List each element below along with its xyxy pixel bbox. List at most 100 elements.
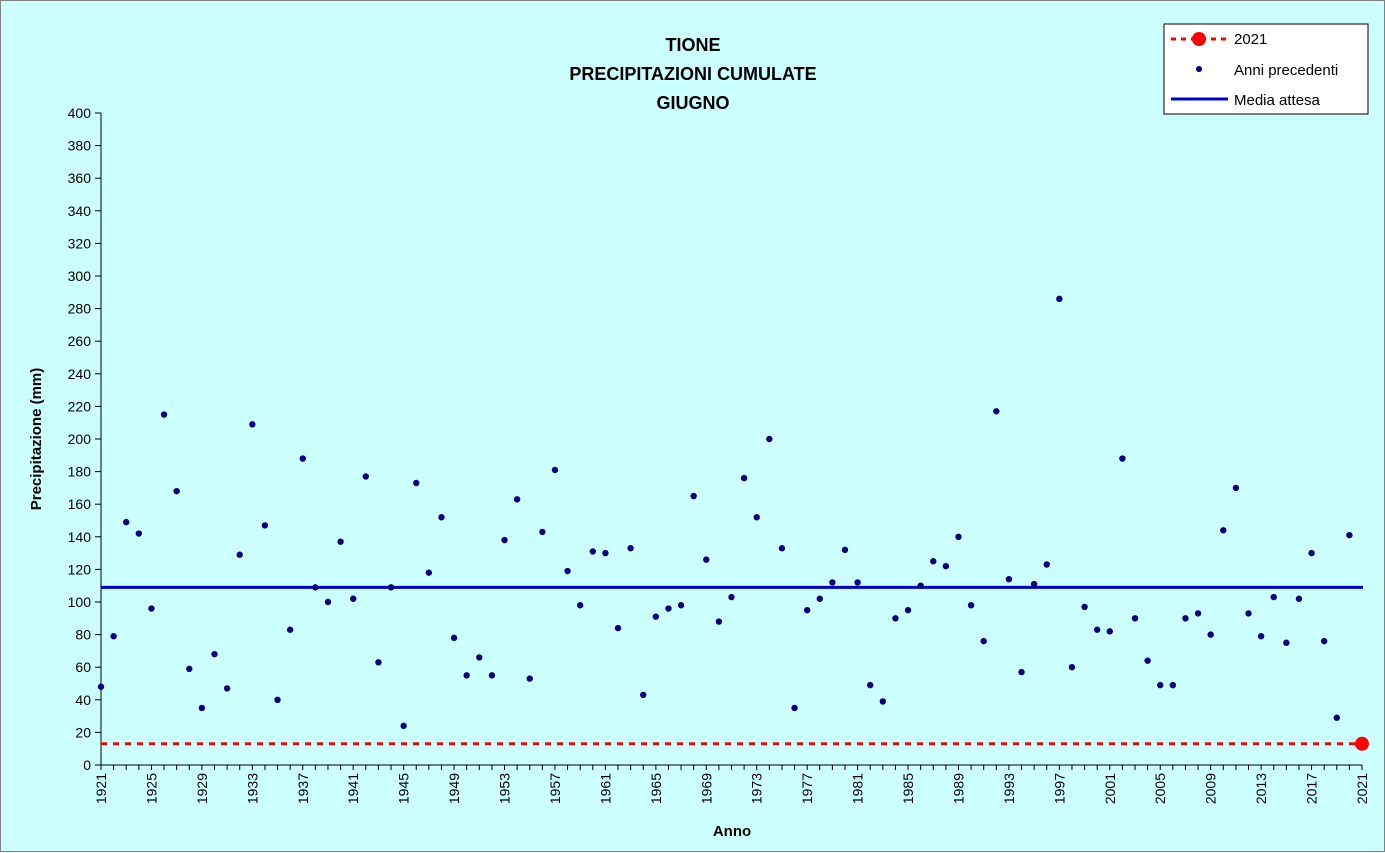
x-tick-label: 1977 — [799, 773, 815, 804]
y-tick-label: 20 — [75, 724, 91, 740]
data-point — [539, 528, 546, 536]
y-tick-label: 340 — [68, 203, 92, 219]
data-point — [1308, 549, 1315, 557]
y-tick-label: 320 — [68, 235, 92, 251]
x-tick-label: 1941 — [345, 773, 361, 804]
data-point — [879, 698, 887, 705]
y-tick-label: 380 — [68, 138, 92, 154]
data-point — [1043, 561, 1050, 568]
data-point — [942, 562, 950, 570]
data-point — [791, 704, 798, 712]
data-point — [425, 569, 433, 576]
axes — [100, 113, 1362, 766]
data-point — [236, 551, 243, 558]
data-point — [1207, 631, 1214, 638]
data-points — [97, 295, 1353, 730]
x-tick-label: 1973 — [749, 773, 765, 804]
x-tick-label: 1953 — [497, 773, 513, 804]
data-point — [1194, 610, 1202, 617]
x-tick-label: 2021 — [1354, 773, 1370, 804]
data-point — [803, 606, 811, 614]
x-tick-label: 1945 — [396, 773, 412, 804]
current-year-point — [1355, 736, 1369, 751]
data-point — [324, 598, 332, 606]
y-tick-label: 220 — [68, 398, 92, 414]
data-point — [564, 567, 571, 575]
data-point — [551, 466, 559, 474]
y-tick-label: 280 — [68, 301, 92, 317]
x-tick-label: 2005 — [1152, 773, 1168, 804]
y-axis-title: Precipitazione (mm) — [28, 368, 45, 511]
x-axis-title: Anno — [713, 823, 751, 840]
data-point — [450, 634, 458, 642]
y-tick-label: 360 — [68, 170, 92, 186]
data-point — [400, 722, 407, 730]
x-tick-label: 1949 — [446, 773, 462, 804]
data-point — [980, 637, 987, 645]
x-tick-label: 1989 — [950, 773, 966, 804]
data-point — [640, 691, 647, 699]
x-tick-label: 2017 — [1304, 773, 1320, 804]
data-point — [299, 455, 306, 462]
x-tick-label: 1969 — [698, 773, 714, 804]
data-point — [993, 408, 1000, 415]
y-tick-label: 160 — [68, 496, 92, 512]
y-ticks: 0 20 40 60 80 100 120 140 160 180 200 220 240 260 280 3… — [68, 105, 101, 773]
data-point — [375, 659, 382, 666]
data-point — [1346, 531, 1353, 539]
data-point — [627, 545, 634, 552]
data-point — [1320, 637, 1328, 645]
data-point — [955, 533, 962, 540]
x-tick-label: 1997 — [1051, 773, 1067, 804]
x-tick-label: 1981 — [850, 773, 866, 804]
data-point — [223, 685, 231, 692]
data-point — [1056, 295, 1063, 303]
data-point — [286, 626, 294, 633]
y-tick-label: 300 — [68, 268, 92, 284]
chart-title-line-2: PRECIPITAZIONI CUMULATE — [569, 64, 816, 84]
data-point — [892, 615, 899, 622]
data-point — [123, 518, 130, 526]
y-tick-label: 200 — [68, 431, 92, 447]
data-point — [1157, 681, 1164, 689]
x-tick-label: 1965 — [648, 773, 664, 804]
data-point — [387, 584, 395, 591]
data-point — [715, 618, 723, 625]
data-point — [867, 681, 874, 689]
x-tick-label: 1957 — [547, 773, 563, 804]
x-tick-label: 1933 — [244, 773, 260, 804]
data-point — [1295, 595, 1303, 602]
data-point — [1093, 626, 1101, 633]
data-point — [665, 605, 672, 612]
x-tick-label: 1925 — [143, 773, 159, 804]
data-point — [1333, 714, 1340, 721]
data-point — [488, 672, 496, 679]
x-tick-label: 1929 — [194, 773, 210, 804]
data-point — [740, 474, 748, 482]
legend-previous-label: Anni precedenti — [1234, 62, 1338, 79]
data-point — [413, 479, 420, 487]
data-point — [930, 558, 937, 565]
data-point — [438, 514, 445, 521]
data-point — [690, 492, 697, 500]
data-point — [337, 538, 344, 545]
x-tick-label: 2009 — [1203, 773, 1219, 804]
data-point — [589, 548, 596, 555]
data-point — [1030, 580, 1038, 588]
data-point — [97, 683, 105, 690]
data-point — [1245, 610, 1252, 617]
y-tick-label: 80 — [75, 627, 91, 643]
data-point — [198, 704, 206, 712]
data-point — [816, 595, 823, 602]
data-point — [602, 549, 609, 557]
legend-mean-label: Media attesa — [1234, 92, 1321, 109]
data-point — [1119, 455, 1126, 462]
data-point — [1081, 603, 1088, 611]
data-point — [186, 665, 193, 673]
data-point — [526, 675, 533, 682]
data-point — [904, 606, 912, 614]
y-tick-label: 60 — [75, 659, 91, 675]
x-tick-label: 1993 — [1001, 773, 1017, 804]
x-tick-label: 1937 — [295, 773, 311, 804]
